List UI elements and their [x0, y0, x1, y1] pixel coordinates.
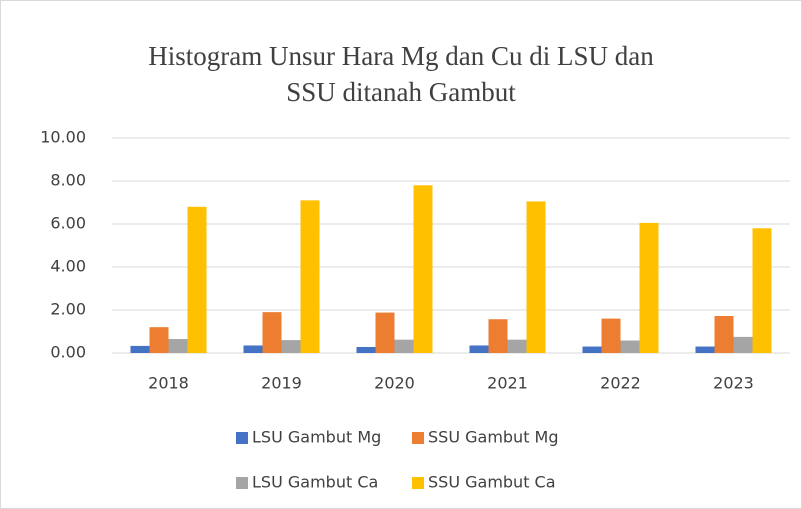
- bar: [243, 345, 263, 353]
- bar: [639, 222, 659, 353]
- bar: [300, 200, 320, 353]
- legend-swatch: [412, 432, 424, 444]
- y-tick-label: 10.00: [40, 128, 86, 147]
- bar: [394, 339, 414, 353]
- legend-label: SSU Gambut Mg: [428, 428, 559, 447]
- x-tick-label: 2021: [487, 374, 528, 393]
- bar: [582, 346, 602, 353]
- bar: [695, 346, 715, 353]
- bar: [620, 340, 640, 353]
- legend-label: LSU Gambut Mg: [252, 428, 381, 447]
- legend-label: SSU Gambut Ca: [428, 473, 556, 492]
- x-tick-label: 2022: [600, 374, 641, 393]
- bar: [187, 206, 207, 353]
- y-tick-label: 0.00: [50, 343, 86, 362]
- bar: [281, 340, 301, 353]
- legend-swatch: [236, 432, 248, 444]
- x-tick-label: 2019: [261, 374, 302, 393]
- y-tick-label: 4.00: [50, 257, 86, 276]
- bar: [130, 345, 150, 353]
- bar: [733, 336, 753, 353]
- y-tick-label: 2.00: [50, 300, 86, 319]
- y-tick-label: 8.00: [50, 171, 86, 190]
- bar: [714, 316, 734, 353]
- bar: [356, 346, 376, 353]
- bar: [262, 312, 282, 353]
- bar: [149, 327, 169, 353]
- x-tick-label: 2020: [374, 374, 415, 393]
- x-tick-label: 2023: [713, 374, 754, 393]
- bar: [601, 318, 621, 353]
- legend-label: LSU Gambut Ca: [252, 473, 378, 492]
- bar: [168, 339, 188, 353]
- bar: [488, 319, 508, 353]
- bar: [507, 339, 527, 353]
- x-tick-label: 2018: [148, 374, 189, 393]
- bar: [526, 201, 546, 353]
- legend-swatch: [236, 477, 248, 489]
- y-tick-label: 6.00: [50, 214, 86, 233]
- legend-swatch: [412, 477, 424, 489]
- chart-title: Histogram Unsur Hara Mg dan Cu di LSU da…: [148, 41, 654, 107]
- bar: [469, 345, 489, 353]
- bar: [752, 228, 772, 353]
- bar: [413, 185, 433, 353]
- bar: [375, 312, 395, 353]
